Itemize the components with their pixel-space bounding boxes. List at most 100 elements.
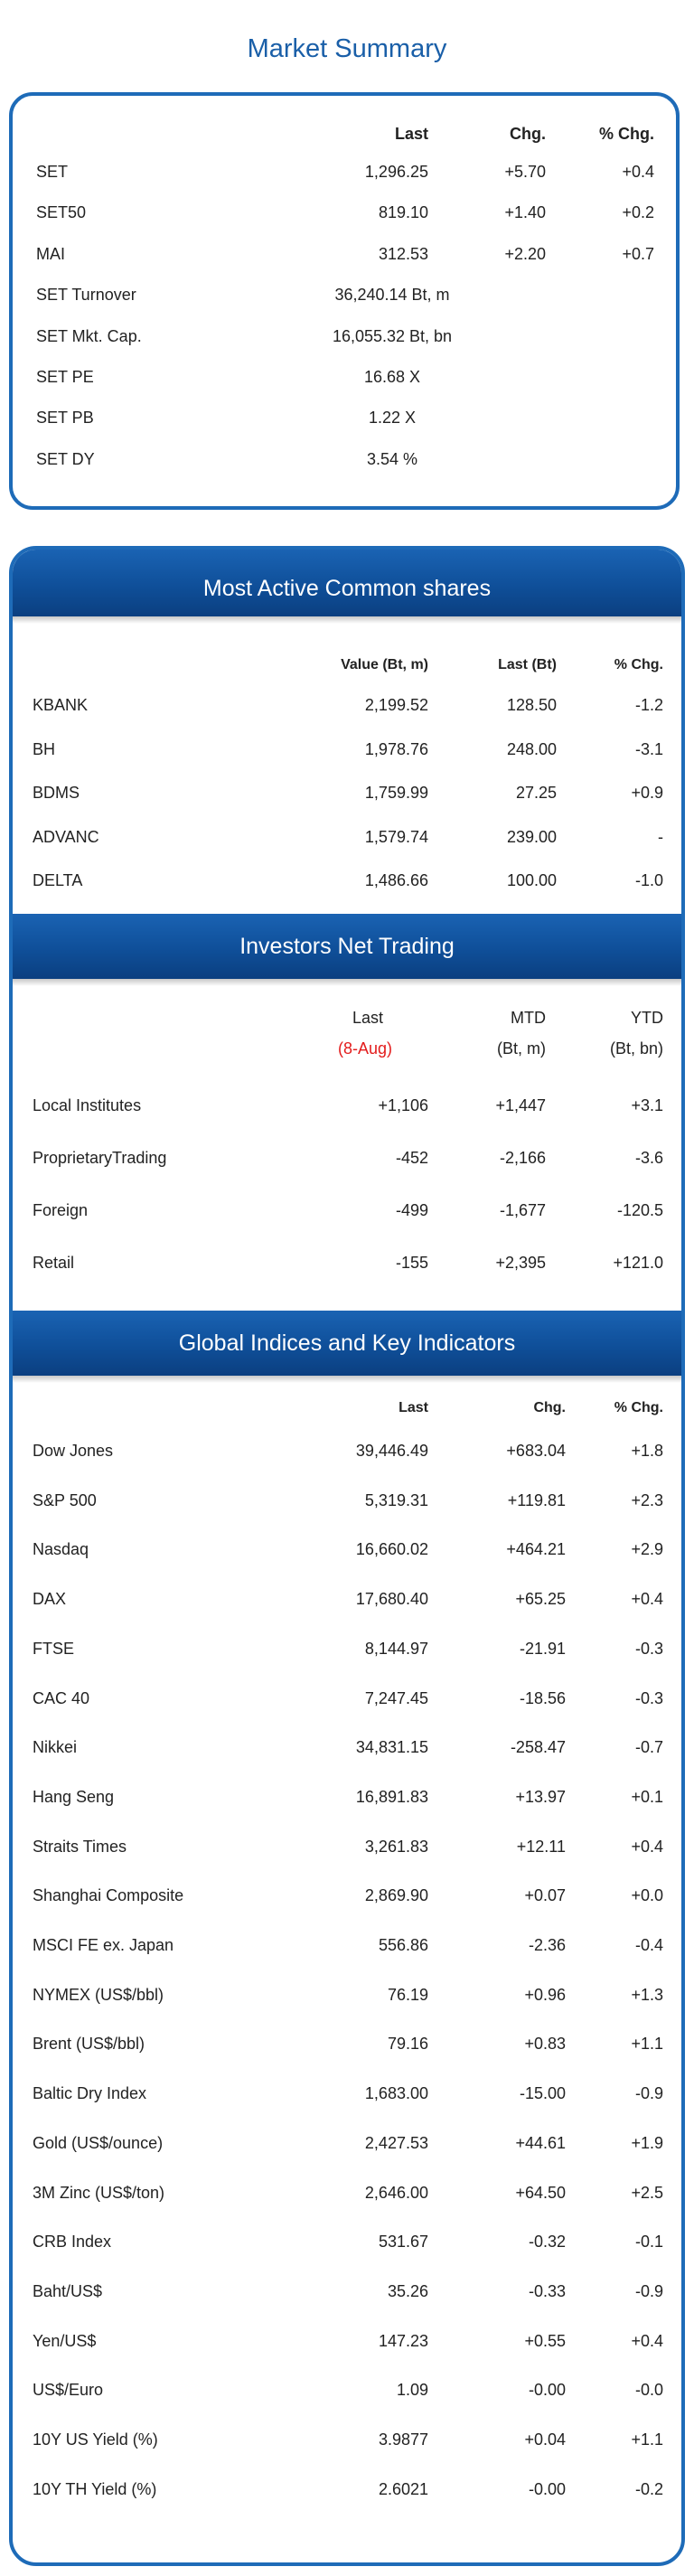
global-row: CAC 40 7,247.45 -18.56 -0.3 — [13, 1684, 681, 1713]
summary-last: 36,240.14 Bt, m — [334, 286, 450, 305]
most-active-header: Most Active Common shares — [13, 550, 681, 624]
summary-row: SET PB 1.22 X — [13, 403, 676, 432]
summary-name: SET PE — [36, 368, 94, 386]
global-last: 531.67 — [378, 2233, 428, 2252]
summary-row: SET 1,296.25 +5.70 +0.4 — [13, 157, 676, 186]
global-pct: -0.9 — [634, 2281, 663, 2300]
summary-name: SET Mkt. Cap. — [36, 326, 142, 345]
global-row: MSCI FE ex. Japan 556.86 -2.36 -0.4 — [13, 1931, 681, 1960]
most-active-row: BH 1,978.76 248.00 -3.1 — [13, 735, 681, 764]
global-name: Gold (US$/ounce) — [33, 2133, 164, 2152]
global-chg: -0.00 — [528, 2381, 566, 2400]
investors-header-row: Last MTD YTD — [13, 1003, 681, 1032]
global-chg: +44.61 — [515, 2133, 566, 2152]
investors-name: Retail — [33, 1254, 75, 1272]
global-last: 79.16 — [387, 2035, 428, 2054]
investors-last: -452 — [395, 1149, 428, 1167]
global-row: Hang Seng 16,891.83 +13.97 +0.1 — [13, 1782, 681, 1811]
summary-name: MAI — [36, 244, 66, 263]
market-summary-panel: Last Chg. % Chg. SET 1,296.25 +5.70 +0.4 SET… — [9, 92, 680, 510]
global-row: Yen/US$ 147.23 +0.55 +0.4 — [13, 2327, 681, 2355]
global-last: 17,680.40 — [355, 1590, 428, 1609]
investors-row: Local Institutes +1,106 +1,447 +3.1 — [13, 1091, 681, 1120]
summary-row: SET Turnover 36,240.14 Bt, m — [13, 280, 676, 309]
summary-name: SET Turnover — [36, 286, 136, 305]
summary-pct: +0.2 — [622, 203, 654, 222]
global-row: NYMEX (US$/bbl) 76.19 +0.96 +1.3 — [13, 1980, 681, 2009]
global-name: Baltic Dry Index — [33, 2084, 147, 2103]
global-name: Yen/US$ — [33, 2331, 97, 2350]
global-name: Brent (US$/bbl) — [33, 2035, 145, 2054]
investors-mtd: -2,166 — [499, 1149, 546, 1167]
summary-header-row: Last Chg. % Chg. — [13, 119, 676, 148]
global-row: Baltic Dry Index 1,683.00 -15.00 -0.9 — [13, 2079, 681, 2108]
summary-name: SET — [36, 163, 69, 181]
global-chg: +0.04 — [524, 2430, 566, 2449]
investors-header-ytd: YTD — [631, 1009, 663, 1027]
summary-row: SET50 819.10 +1.40 +0.2 — [13, 198, 676, 227]
most-active-last: 128.50 — [506, 696, 557, 714]
global-pct: -0.9 — [634, 2084, 663, 2103]
global-last: 2.6021 — [378, 2479, 428, 2498]
global-name: CAC 40 — [33, 1688, 90, 1707]
global-chg: +464.21 — [506, 1540, 566, 1559]
global-row: Nikkei 34,831.15 -258.47 -0.7 — [13, 1733, 681, 1762]
global-last: 1,683.00 — [364, 2084, 428, 2103]
global-name: 10Y TH Yield (%) — [33, 2479, 157, 2498]
global-chg: +0.07 — [524, 1886, 566, 1905]
investors-ytd: -3.6 — [634, 1149, 663, 1167]
most-active-title: Most Active Common shares — [202, 576, 492, 601]
global-chg: +0.55 — [524, 2331, 566, 2350]
most-active-name: BH — [33, 739, 56, 758]
global-last: 5,319.31 — [364, 1490, 428, 1509]
global-name: US$/Euro — [33, 2381, 104, 2400]
most-active-row: DELTA 1,486.66 100.00 -1.0 — [13, 866, 681, 895]
global-row: Gold (US$/ounce) 2,427.53 +44.61 +1.9 — [13, 2129, 681, 2158]
investors-header-last: Last — [352, 1009, 383, 1027]
global-pct: -0.7 — [634, 1738, 663, 1757]
global-chg: -2.36 — [528, 1936, 566, 1954]
global-chg: +65.25 — [515, 1590, 566, 1609]
global-title: Global Indices and Key Indicators — [178, 1330, 516, 1356]
most-active-name: DELTA — [33, 871, 83, 889]
global-row: DAX 17,680.40 +65.25 +0.4 — [13, 1584, 681, 1613]
investors-date: (8-Aug) — [337, 1039, 392, 1058]
global-row: CRB Index 531.67 -0.32 -0.1 — [13, 2227, 681, 2256]
global-row: 3M Zinc (US$/ton) 2,646.00 +64.50 +2.5 — [13, 2178, 681, 2207]
summary-last: 819.10 — [378, 203, 428, 222]
global-pct: -0.1 — [634, 2233, 663, 2252]
most-active-last: 27.25 — [515, 784, 557, 802]
investors-row: Foreign -499 -1,677 -120.5 — [13, 1196, 681, 1225]
summary-last: 16.68 X — [363, 368, 421, 386]
global-last: 34,831.15 — [355, 1738, 428, 1757]
global-chg: +13.97 — [515, 1787, 566, 1806]
global-last: 147.23 — [378, 2331, 428, 2350]
global-chg: +0.96 — [524, 1985, 566, 2004]
global-chg: -0.33 — [528, 2281, 566, 2300]
global-last: 76.19 — [387, 1985, 428, 2004]
global-row: 10Y US Yield (%) 3.9877 +0.04 +1.1 — [13, 2425, 681, 2454]
most-active-header-pct: % Chg. — [614, 657, 663, 672]
global-chg: +0.83 — [524, 2035, 566, 2054]
most-active-last: 239.00 — [506, 827, 557, 846]
global-header-pct: % Chg. — [614, 1400, 663, 1415]
most-active-last: 100.00 — [506, 871, 557, 889]
summary-last: 1,296.25 — [364, 163, 428, 181]
investors-name: Foreign — [33, 1201, 89, 1219]
summary-name: SET PB — [36, 409, 94, 428]
summary-chg: +1.40 — [504, 203, 546, 222]
most-active-pct: -3.1 — [634, 739, 663, 758]
summary-last: 312.53 — [378, 244, 428, 263]
global-row: S&P 500 5,319.31 +119.81 +2.3 — [13, 1486, 681, 1515]
global-pct: +0.1 — [631, 1787, 663, 1806]
investors-row: Retail -155 +2,395 +121.0 — [13, 1248, 681, 1277]
investors-title: Investors Net Trading — [239, 934, 455, 959]
global-last: 2,646.00 — [364, 2183, 428, 2202]
global-row: Dow Jones 39,446.49 +683.04 +1.8 — [13, 1436, 681, 1465]
summary-name: SET50 — [36, 203, 87, 222]
global-pct: +2.3 — [631, 1490, 663, 1509]
global-name: FTSE — [33, 1639, 75, 1658]
global-row: 10Y TH Yield (%) 2.6021 -0.00 -0.2 — [13, 2475, 681, 2504]
global-last: 556.86 — [378, 1936, 428, 1954]
global-last: 2,869.90 — [364, 1886, 428, 1905]
